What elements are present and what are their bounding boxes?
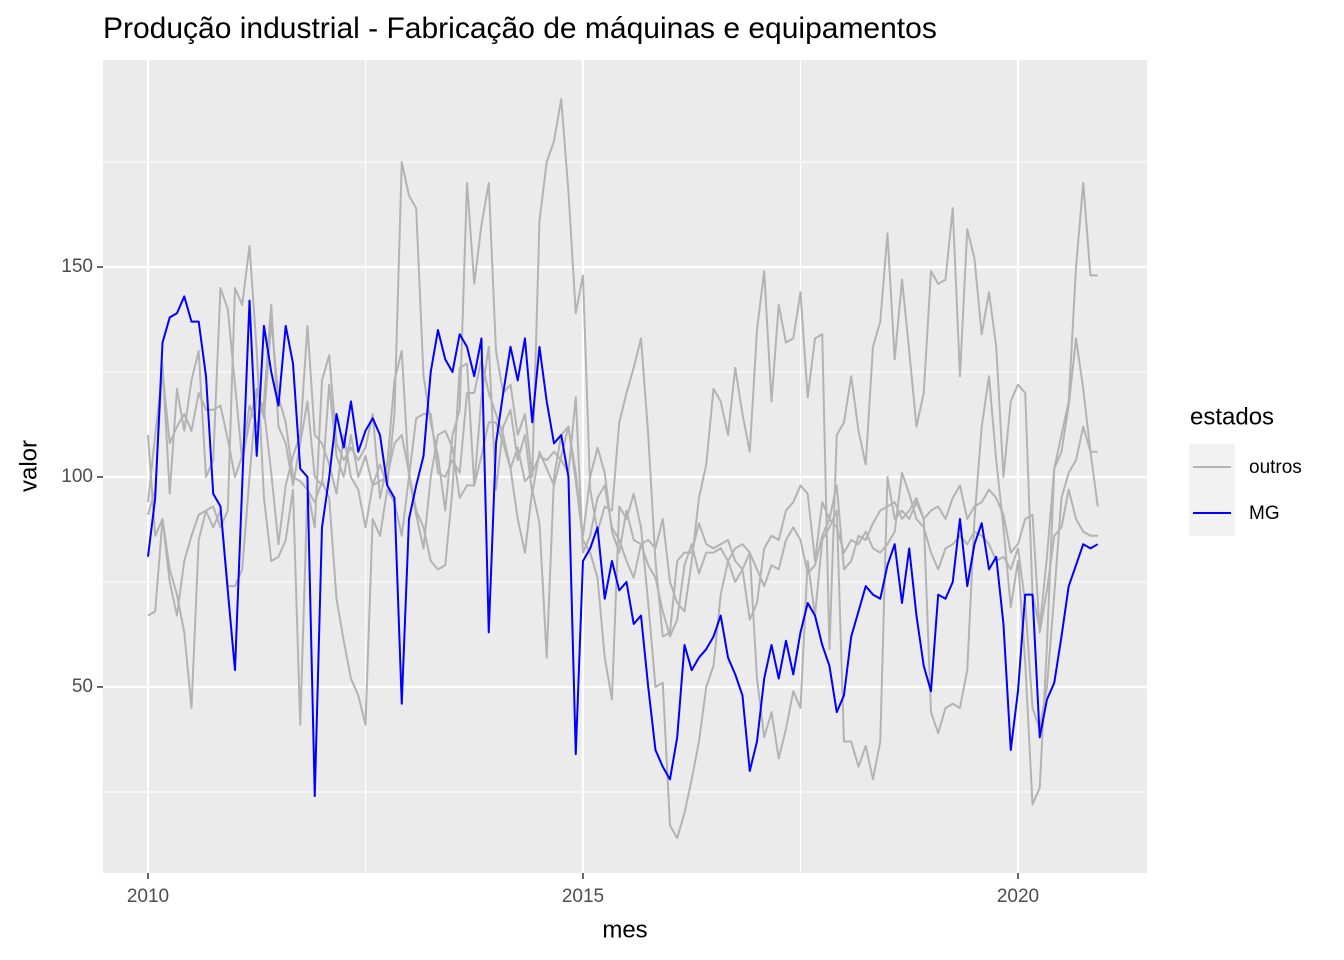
series-line (146, 207, 1098, 651)
grid (103, 60, 1147, 873)
legend-title: estados (1190, 403, 1274, 430)
x-axis-label: mes (602, 916, 647, 943)
y-axis-label: valor (15, 440, 42, 492)
legend-label: outros (1249, 457, 1302, 478)
chart-title: Produção industrial - Fabricação de máqu… (103, 12, 937, 45)
panel (103, 60, 1147, 873)
x-tick-label: 2010 (127, 886, 169, 907)
y-tick-label: 150 (61, 256, 93, 277)
series-line (146, 98, 1098, 638)
axes: 50 100 150 2010 2015 2020 (61, 256, 1039, 907)
legend-label: MG (1249, 503, 1280, 524)
y-tick-label: 50 (72, 676, 93, 697)
x-tick-label: 2015 (562, 886, 604, 907)
legend: outros MG (1189, 444, 1302, 536)
series-line (147, 182, 1098, 840)
series-line (147, 287, 1099, 730)
series-line (146, 295, 1099, 798)
lines (146, 98, 1099, 840)
x-tick-label: 2020 (997, 886, 1039, 907)
y-tick-label: 100 (61, 466, 93, 487)
